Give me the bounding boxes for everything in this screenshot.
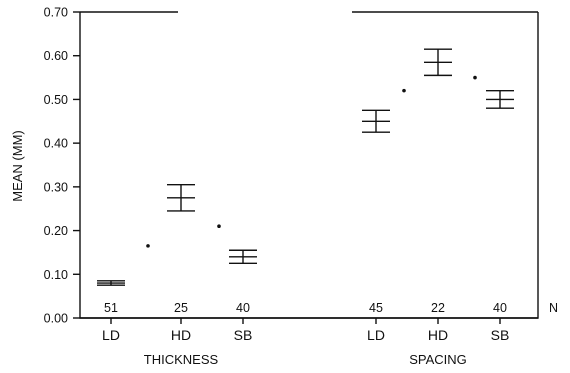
group-label-spacing: SPACING [409, 352, 467, 367]
error-bar-thickness-sb [229, 249, 257, 265]
category-label: SB [234, 327, 253, 343]
category-label: LD [367, 327, 385, 343]
category-label: HD [171, 327, 191, 343]
n-label: 51 [104, 301, 118, 315]
error-bars [97, 48, 514, 286]
category-label: LD [102, 327, 120, 343]
category-label: HD [428, 327, 448, 343]
point-marker [473, 75, 477, 80]
y-tick-label: 0.50 [44, 93, 68, 107]
y-tick-label: 0.00 [44, 312, 68, 326]
y-tick-label: 0.40 [44, 137, 68, 151]
n-label: 22 [431, 301, 445, 315]
y-axis-label: MEAN (MM) [10, 130, 25, 202]
point-marker [402, 88, 406, 93]
group-label-thickness: THICKNESS [144, 352, 219, 367]
error-bar-thickness-hd [167, 183, 195, 212]
error-bar-spacing-ld [362, 109, 390, 133]
error-bar-thickness-ld [97, 280, 125, 286]
n-label: 40 [493, 301, 507, 315]
y-tick-label: 0.60 [44, 49, 68, 63]
plot-frame [79, 12, 539, 319]
n-label: 25 [174, 301, 188, 315]
n-label: 45 [369, 301, 383, 315]
point-marker [217, 224, 221, 228]
y-tick-label: 0.10 [44, 268, 68, 282]
n-axis-label: N [549, 301, 558, 315]
point-marker [146, 244, 150, 248]
y-tick-label: 0.70 [44, 6, 68, 20]
y-tick-label: 0.30 [44, 180, 68, 194]
category-label: SB [491, 327, 510, 343]
y-ticks: 0.00 0.10 0.20 0.30 0.40 0.50 0.60 0.70 [44, 6, 80, 326]
error-bar-spacing-sb [486, 89, 514, 109]
error-bar-spacing-hd [424, 48, 452, 77]
y-tick-label: 0.20 [44, 224, 68, 238]
n-label: 40 [236, 301, 250, 315]
category-labels: 51 LD 25 HD 40 SB 45 LD 22 HD 40 SB [102, 301, 509, 343]
